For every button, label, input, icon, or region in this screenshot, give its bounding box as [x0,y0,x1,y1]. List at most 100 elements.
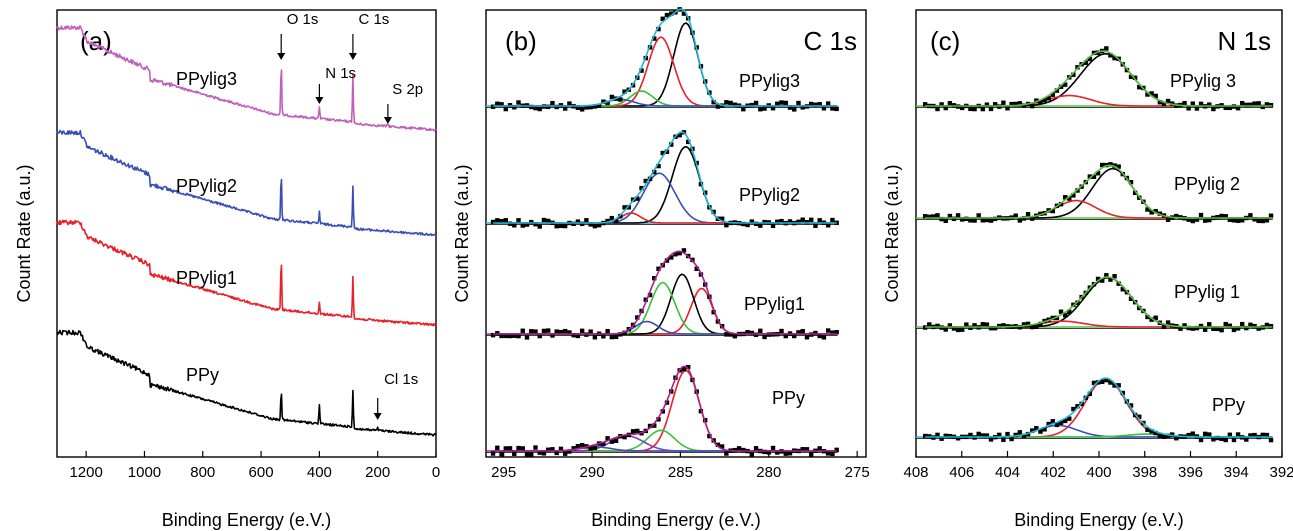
data-point [1054,315,1060,321]
data-point [495,445,500,450]
y-axis-label: Count Rate (a.u.) [14,164,34,302]
data-point [1161,101,1167,107]
data-point [980,218,985,223]
data-point [1161,324,1167,330]
data-point [609,94,615,100]
data-point [922,214,928,219]
data-point [698,409,704,414]
data-point [490,451,496,456]
data-point [622,330,627,336]
x-tick-label: 200 [365,464,390,481]
data-point [546,104,551,110]
data-point [622,434,627,440]
data-point [1145,92,1150,97]
fit-envelope [925,50,1273,107]
data-point [1001,437,1006,442]
data-point [1095,171,1101,176]
data-point [533,221,538,227]
data-point [579,221,585,227]
data-point [947,323,953,328]
data-point [972,218,977,223]
spectrum-ppylig-3 [916,46,1274,112]
data-point [779,328,784,334]
data-point [745,222,750,228]
data-point [1252,217,1257,222]
data-point [1260,218,1265,224]
x-tick-label: 392 [1269,464,1293,481]
data-point [809,217,814,223]
data-point [1239,321,1245,327]
y-axis-label: Count Rate (a.u.) [452,164,472,302]
data-point [562,223,568,229]
data-point [980,322,985,327]
data-point [1145,427,1150,432]
data-point [1198,212,1204,218]
data-point [792,333,797,339]
data-point [1202,218,1208,223]
data-point [955,213,961,218]
data-point [1067,196,1072,201]
data-point [770,445,776,451]
data-point [537,333,542,339]
data-point [516,333,521,339]
data-point [1108,162,1113,167]
data-point [1091,174,1097,179]
data-point [1108,277,1113,282]
data-point [1128,74,1134,80]
data-point [787,451,793,456]
data-point [792,107,797,112]
data-point [567,330,572,335]
data-point [830,451,835,457]
data-point [779,100,784,105]
data-point [1050,419,1055,424]
data-point [567,101,572,106]
data-point [728,332,733,337]
data-point [1025,211,1031,217]
spectrum-ppy [916,377,1274,443]
data-point [571,446,576,451]
data-point [800,217,805,222]
data-point [1211,106,1216,112]
data-point [537,106,542,112]
data-point [1017,325,1023,330]
data-point [779,218,784,224]
data-point [1137,85,1142,90]
data-point [762,219,767,225]
data-point [490,219,496,225]
data-point [1211,437,1216,442]
data-point [775,101,780,106]
data-point [635,428,640,434]
data-point [546,447,551,452]
data-point [516,445,521,451]
data-point [1149,317,1154,322]
data-point [1083,60,1088,65]
x-axis-label: Binding Energy (e.V.) [1014,510,1183,530]
data-point [968,432,973,438]
data-point [1231,437,1237,443]
survey-trace-ppy [56,329,437,437]
data-point [1248,433,1253,438]
data-point [1223,105,1228,111]
data-point [817,446,822,451]
data-point [499,219,504,224]
data-point [1149,429,1154,434]
data-point [1120,390,1125,396]
data-point [1112,383,1117,388]
data-point [1145,207,1150,212]
data-point [997,323,1002,329]
panel-a-survey: 1200 1000 800 600 400 200 0 Binding Energy (e.V… [14,9,440,530]
data-point [618,97,623,102]
data-point [639,185,644,191]
data-point [550,447,555,452]
data-point [1149,210,1154,215]
data-point [1186,217,1191,222]
x-tick-label: 295 [491,464,516,481]
data-point [1058,84,1064,89]
data-point [643,178,648,184]
data-point [1198,323,1204,329]
data-point [622,89,627,94]
x-tick-label: 285 [668,464,693,481]
data-point [804,447,810,452]
x-tick-label: 0 [432,464,440,481]
